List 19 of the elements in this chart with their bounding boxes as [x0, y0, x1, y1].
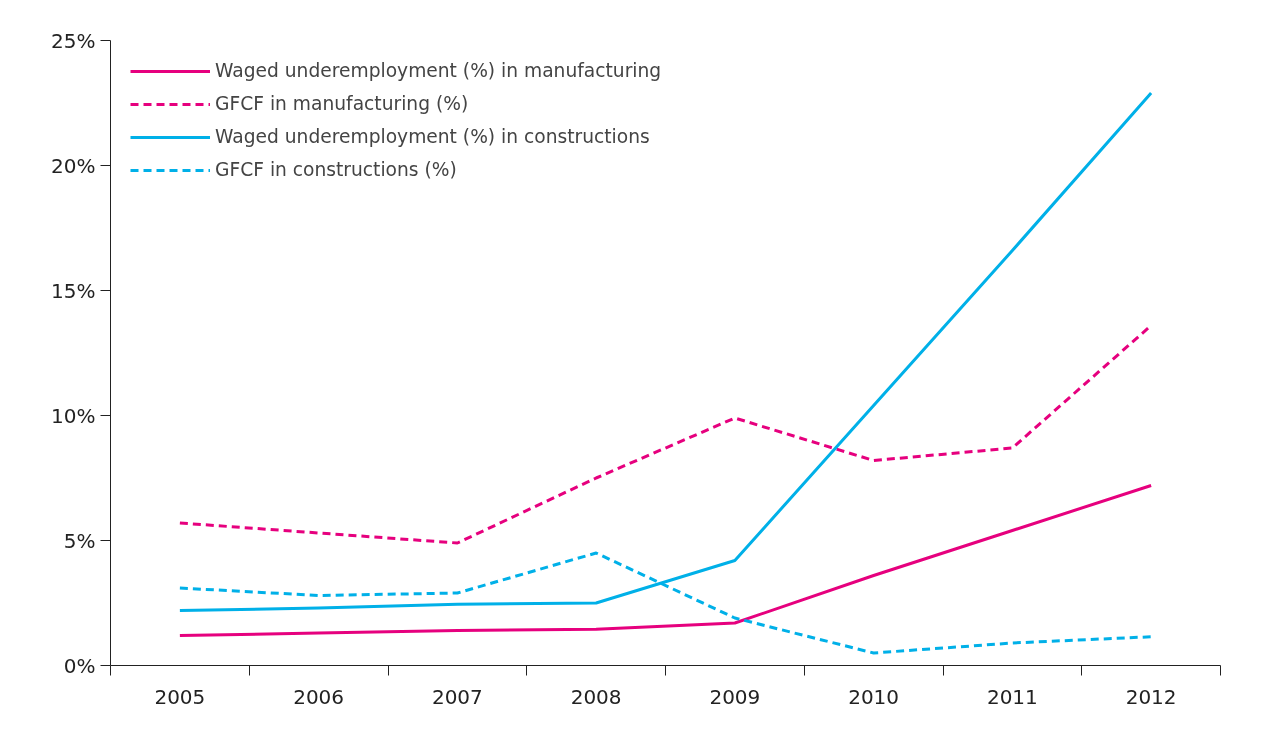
y-tick-label: 10%: [51, 403, 96, 428]
x-tick-label: 2012: [1125, 684, 1177, 709]
x-tick-label: 2009: [709, 684, 761, 709]
y-tick-label: 0%: [63, 653, 96, 678]
x-tick-label: 2007: [431, 684, 483, 709]
x-tick-label: 2008: [570, 684, 622, 709]
x-tick-label: 2006: [293, 684, 345, 709]
x-tick-label: 2011: [986, 684, 1038, 709]
x-tick-label: 2010: [848, 684, 900, 709]
legend-label: Waged underemployment (%) in constructions: [215, 126, 650, 147]
line-series: [178, 484, 1153, 637]
x-tick-label: 2005: [154, 684, 206, 709]
y-tick-label: 15%: [51, 278, 96, 303]
legend-label: GFCF in constructions (%): [215, 159, 457, 180]
y-tick-label: 25%: [51, 28, 96, 53]
legend-label: Waged underemployment (%) in manufacturing: [215, 60, 662, 81]
y-tick-label: 5%: [63, 528, 96, 553]
legend-label: GFCF in manufacturing (%): [215, 93, 469, 114]
y-tick-label: 20%: [51, 153, 96, 178]
